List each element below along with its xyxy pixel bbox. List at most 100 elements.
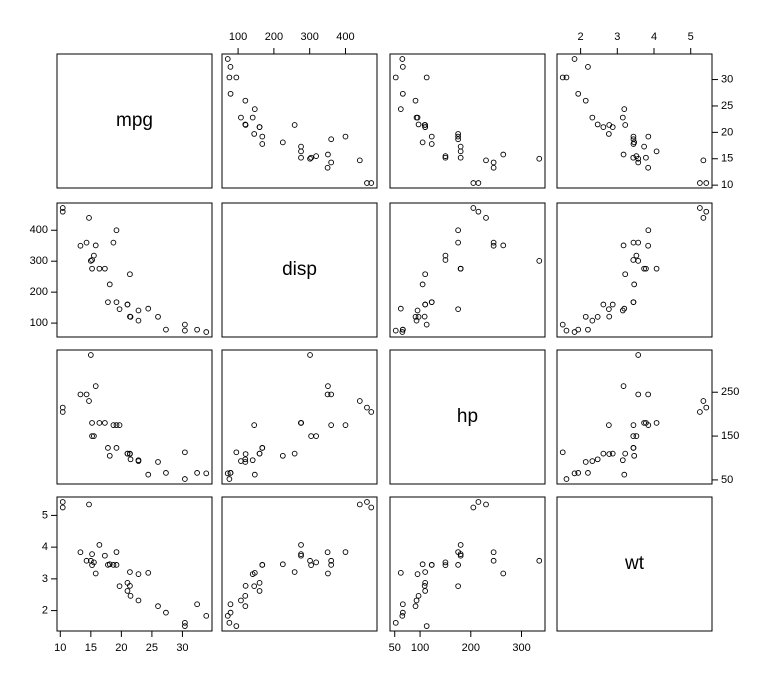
point (423, 321, 430, 328)
point (182, 449, 188, 456)
x-tick-label: 200 (265, 31, 283, 43)
point (89, 420, 95, 426)
point (419, 281, 426, 288)
variable-label: wt (624, 553, 645, 574)
point (421, 582, 428, 589)
point (155, 603, 161, 610)
point (259, 133, 266, 140)
point (457, 148, 464, 155)
point (700, 398, 707, 404)
point (397, 305, 404, 312)
point (203, 470, 210, 477)
point (163, 609, 169, 616)
point (536, 557, 543, 564)
panel (221, 496, 378, 632)
point (490, 159, 497, 166)
point (356, 398, 363, 404)
point (606, 451, 613, 457)
point (470, 180, 477, 186)
point (703, 208, 710, 215)
point (59, 208, 66, 215)
point (116, 306, 123, 313)
point (328, 136, 335, 143)
point (635, 258, 642, 264)
point (455, 306, 461, 313)
point (356, 157, 363, 164)
point (298, 420, 304, 426)
point (308, 433, 314, 439)
point (110, 562, 117, 568)
point (594, 121, 601, 128)
point (124, 588, 131, 594)
point (630, 257, 637, 263)
y-tick-label: 400 (30, 224, 48, 236)
point (291, 450, 298, 457)
point (92, 570, 99, 577)
point (242, 459, 249, 465)
point (589, 458, 596, 464)
point (242, 603, 249, 610)
point (490, 242, 497, 249)
point (364, 499, 370, 505)
x-tick-label: 100 (411, 642, 429, 654)
point (163, 326, 169, 333)
point (589, 114, 596, 121)
point (399, 601, 406, 608)
point (442, 562, 449, 568)
point (475, 499, 482, 505)
panel (56, 53, 213, 189)
point (589, 317, 596, 324)
point (127, 451, 133, 457)
point (313, 433, 319, 439)
point (324, 549, 331, 556)
point (227, 64, 234, 70)
panel (221, 202, 378, 338)
point (249, 571, 256, 577)
point (620, 242, 627, 249)
point (645, 227, 652, 234)
point (500, 242, 507, 249)
point (127, 582, 133, 589)
point (483, 215, 489, 221)
point (415, 121, 422, 128)
point (643, 154, 649, 161)
y-tick-label: 20 (721, 126, 733, 138)
point (399, 326, 406, 333)
point (96, 420, 103, 426)
point (224, 56, 231, 62)
point (102, 552, 108, 559)
point (194, 470, 200, 476)
point (500, 151, 507, 158)
point (422, 301, 429, 308)
x-tick-label: 30 (176, 642, 188, 654)
point (428, 299, 435, 306)
point (89, 433, 95, 439)
point (324, 391, 331, 398)
point (127, 569, 133, 575)
point (328, 557, 335, 564)
point (630, 445, 637, 451)
point (399, 64, 406, 70)
point (259, 445, 266, 451)
point (249, 114, 256, 121)
point (77, 549, 84, 556)
point (203, 329, 210, 335)
point (490, 549, 497, 556)
variable-label: disp (282, 259, 317, 280)
x-tick-label: 5 (688, 31, 694, 43)
y-tick-label: 2 (42, 605, 48, 617)
point (105, 445, 111, 451)
point (630, 299, 637, 306)
point (571, 470, 578, 477)
point (256, 579, 263, 586)
point (291, 122, 298, 128)
point (368, 409, 375, 415)
point (259, 562, 266, 568)
point (342, 422, 349, 428)
variable-label: hp (457, 406, 478, 427)
point (457, 265, 464, 272)
point (575, 326, 582, 333)
point (226, 74, 233, 81)
point (421, 122, 428, 128)
point (475, 208, 482, 215)
